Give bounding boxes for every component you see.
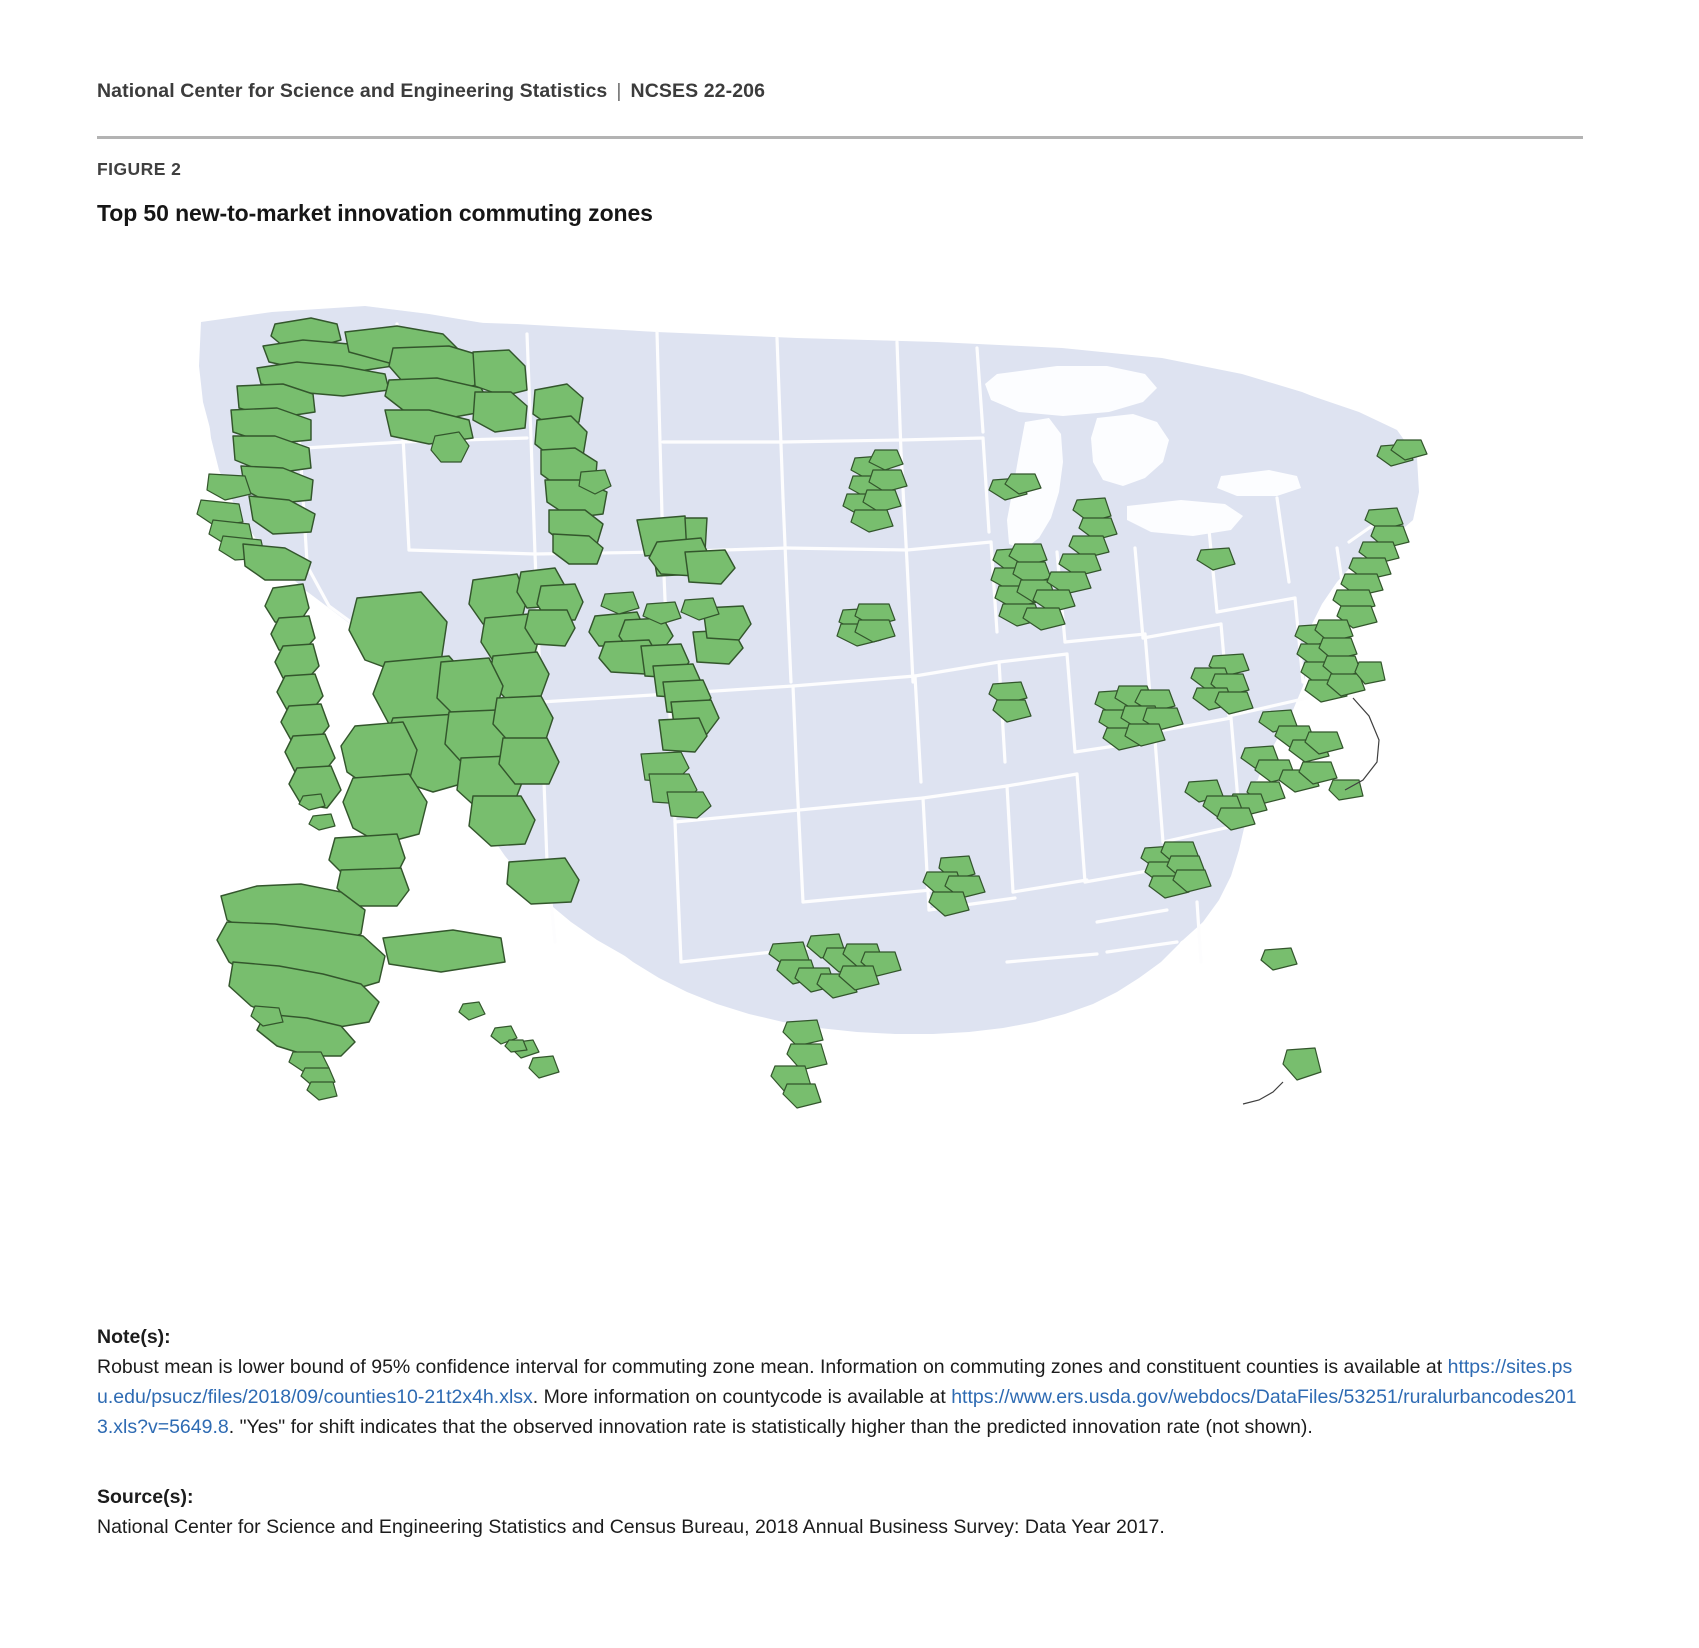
zone-mi-mitten-2 xyxy=(1078,517,1118,541)
zone-tx-south-2 xyxy=(786,1043,828,1071)
zone-ks-3 xyxy=(658,717,708,753)
zone-mt-sw xyxy=(430,431,470,463)
zone-hi-molokai xyxy=(504,1039,528,1053)
us-choropleth-map xyxy=(97,262,1587,1162)
zone-or-central xyxy=(242,543,312,581)
coast-nc-outline xyxy=(1344,697,1380,791)
zone-fl-1 xyxy=(1282,1047,1322,1081)
coast-detail xyxy=(1242,697,1380,1105)
zone-nm-small-1 xyxy=(600,591,640,615)
zone-wa-ne-2 xyxy=(472,391,528,433)
zone-mn-6 xyxy=(862,489,902,513)
zone-ak-tail-3 xyxy=(306,1081,338,1101)
document-header: National Center for Science and Engineer… xyxy=(97,80,1597,103)
zone-ia-4 xyxy=(854,619,896,643)
map-svg xyxy=(196,306,1428,1109)
zone-mn-2 xyxy=(868,449,904,471)
coast-fl-keys xyxy=(1242,1081,1284,1105)
zone-co-small-1 xyxy=(680,597,720,621)
zone-wa-sw-2 xyxy=(230,407,312,445)
notes-text-part-2: . More information on countycode is avai… xyxy=(532,1386,952,1408)
header-organization: National Center for Science and Engineer… xyxy=(97,80,608,102)
source-block: Source(s): National Center for Science a… xyxy=(97,1482,1587,1542)
zone-ut-6 xyxy=(524,609,576,647)
zone-az-6 xyxy=(498,737,560,785)
notes-link-commuting-zones[interactable]: https://sites.psu.edu/psucz/files/2018/0… xyxy=(97,1356,1573,1408)
zone-ga-6 xyxy=(1172,869,1212,893)
zone-id-7 xyxy=(578,469,612,495)
zone-il-2 xyxy=(992,699,1032,723)
highlighted-commuting-zones xyxy=(196,317,1428,1109)
lake-huron xyxy=(1091,414,1169,486)
great-lakes xyxy=(985,366,1301,550)
zone-hi-hawaii xyxy=(528,1055,560,1079)
zone-md-2 xyxy=(1326,673,1366,697)
zone-mi-mitten-3 xyxy=(1068,535,1110,559)
zone-mi-mitten-5 xyxy=(1046,571,1092,595)
zone-ak-aleutian xyxy=(250,1005,284,1027)
zone-or-1 xyxy=(232,435,312,475)
header-divider xyxy=(97,136,1583,139)
zone-tn-3 xyxy=(1216,807,1256,831)
zone-tx-13 xyxy=(838,965,880,991)
notes-heading: Note(s): xyxy=(97,1326,171,1348)
zone-mi-mitten-6 xyxy=(1032,589,1076,613)
notes-text: Robust mean is lower bound of 95% confid… xyxy=(97,1352,1587,1442)
zone-tx-4 xyxy=(928,891,970,917)
notes-text-part-3: . "Yes" for shift indicates that the obs… xyxy=(228,1416,1313,1438)
zone-az-4 xyxy=(468,795,536,847)
zone-ok-3 xyxy=(666,791,712,819)
header-separator: | xyxy=(616,80,622,102)
zone-oh-5 xyxy=(1214,691,1254,715)
zone-ne-vt-2 xyxy=(1390,439,1428,461)
zone-ca-imperial xyxy=(382,929,506,973)
zone-wa-ne xyxy=(472,349,528,397)
lake-erie xyxy=(1127,500,1243,536)
notes-block: Note(s): Robust mean is lower bound of 9… xyxy=(97,1322,1587,1442)
source-text: National Center for Science and Engineer… xyxy=(97,1516,1165,1538)
zone-mi-1 xyxy=(1196,547,1236,571)
zone-ca-socal-2 xyxy=(336,867,410,907)
notes-text-part-1: Robust mean is lower bound of 95% confid… xyxy=(97,1356,1448,1378)
zone-ak-peninsula xyxy=(256,1013,356,1057)
zone-or-coast-1 xyxy=(206,473,252,501)
zone-wi-2 xyxy=(1004,473,1042,495)
zone-mi-mitten-7 xyxy=(1022,607,1066,631)
zone-mi-mitten-4 xyxy=(1058,553,1102,577)
zone-nm-sw xyxy=(506,857,580,905)
page-title: Top 50 new-to-market innovation commutin… xyxy=(97,200,653,226)
notes-link-countycode[interactable]: https://www.ers.usda.gov/webdocs/DataFil… xyxy=(97,1386,1577,1438)
zone-ca-isle-1 xyxy=(298,793,326,811)
zone-in-8 xyxy=(1124,723,1166,747)
zone-tx-south-4 xyxy=(782,1083,822,1109)
zone-co-7 xyxy=(684,549,736,585)
header-report-id: NCSES 22-206 xyxy=(630,80,766,102)
zone-va-4 xyxy=(1304,731,1344,755)
zone-nc-2 xyxy=(1298,761,1338,785)
zone-or-3 xyxy=(248,495,316,535)
lake-ontario xyxy=(1217,470,1301,496)
zone-nv-big-5 xyxy=(342,773,428,845)
figure-kicker: FIGURE 2 xyxy=(97,159,182,179)
zone-co-small-2 xyxy=(642,601,682,625)
zone-ca-isle-2 xyxy=(308,813,336,831)
zone-hi-kauai xyxy=(458,1001,486,1021)
zone-de-1 xyxy=(1354,661,1386,685)
zone-mn-7 xyxy=(850,509,894,533)
zone-mn-4 xyxy=(868,469,908,493)
source-heading: Source(s): xyxy=(97,1486,194,1508)
zone-tx-south-1 xyxy=(782,1019,824,1047)
zone-wa-east-3 xyxy=(384,377,494,419)
zone-id-6 xyxy=(552,533,604,565)
zone-sc-1 xyxy=(1260,947,1298,971)
lake-superior xyxy=(985,366,1157,416)
